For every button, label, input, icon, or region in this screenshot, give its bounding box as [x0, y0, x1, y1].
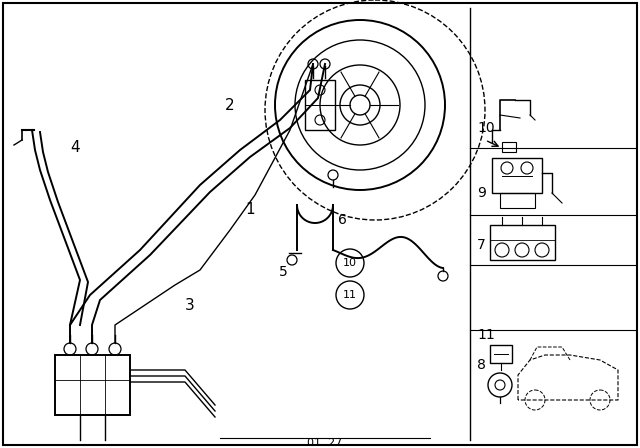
Bar [55, 355, 130, 415]
Text: 9: 9 [477, 186, 486, 200]
Text: 10: 10 [477, 121, 495, 135]
Circle shape [336, 249, 364, 277]
Text: 5: 5 [278, 265, 287, 279]
Text: 8: 8 [477, 358, 486, 372]
Bar [500, 193, 535, 208]
Text: 01  27: 01 27 [307, 438, 342, 448]
Bar [490, 345, 512, 363]
Bar [305, 80, 335, 130]
Text: 2: 2 [225, 98, 235, 112]
Text: 4: 4 [70, 141, 80, 155]
Text: 7: 7 [477, 238, 486, 252]
Circle shape [336, 281, 364, 309]
Text: 11: 11 [343, 290, 357, 300]
Text: 6: 6 [337, 213, 346, 227]
Text: 10: 10 [343, 258, 357, 268]
Bar [492, 158, 542, 193]
Text: 3: 3 [185, 297, 195, 313]
Text: 11: 11 [477, 328, 495, 342]
Text: 1: 1 [245, 202, 255, 217]
Bar [502, 142, 516, 152]
Bar [490, 225, 555, 260]
